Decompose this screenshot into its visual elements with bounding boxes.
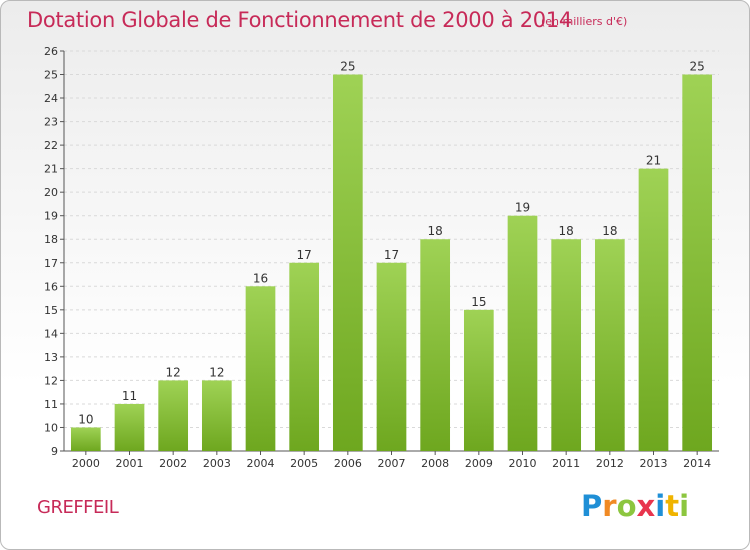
- bar-value-label: 16: [253, 271, 268, 285]
- y-tick-label: 18: [44, 233, 58, 246]
- logo-letter: o: [616, 489, 637, 523]
- bar: [114, 403, 145, 451]
- bar-value-label: 19: [515, 201, 530, 215]
- y-tick-label: 11: [44, 398, 58, 411]
- bar: [289, 262, 320, 451]
- y-tick-label: 16: [44, 280, 58, 293]
- x-tick-label: 2013: [640, 457, 668, 470]
- proxiti-logo: Proxiti: [581, 489, 689, 523]
- y-tick-label: 13: [44, 351, 58, 364]
- bar-value-label: 12: [166, 365, 181, 379]
- bar: [507, 215, 538, 451]
- x-tick-label: 2000: [72, 457, 100, 470]
- bar-value-label: 17: [297, 248, 312, 262]
- x-tick-label: 2005: [290, 457, 318, 470]
- bar: [594, 239, 625, 451]
- bar: [70, 427, 101, 451]
- y-tick-label: 20: [44, 186, 58, 199]
- x-tick-label: 2004: [247, 457, 275, 470]
- bar-value-label: 17: [384, 248, 399, 262]
- x-tick-label: 2012: [596, 457, 624, 470]
- y-tick-label: 24: [44, 92, 58, 105]
- logo-letter: i: [679, 489, 690, 523]
- bar: [332, 74, 363, 451]
- bar-value-label: 12: [209, 365, 224, 379]
- bar-value-label: 18: [428, 224, 443, 238]
- logo-letter: r: [602, 489, 617, 523]
- x-tick-label: 2007: [378, 457, 406, 470]
- logo-letter: t: [665, 489, 680, 523]
- y-tick-label: 12: [44, 374, 58, 387]
- bar-value-label: 25: [340, 60, 355, 74]
- x-tick-label: 2002: [159, 457, 187, 470]
- x-tick-label: 2014: [683, 457, 711, 470]
- x-tick-label: 2011: [552, 457, 580, 470]
- chart-title: Dotation Globale de Fonctionnement de 20…: [27, 8, 572, 32]
- x-tick-label: 2009: [465, 457, 493, 470]
- y-tick-label: 25: [44, 69, 58, 82]
- x-tick-label: 2010: [509, 457, 537, 470]
- bar: [376, 262, 407, 451]
- logo-letter: P: [581, 489, 603, 523]
- logo-letter: i: [655, 489, 666, 523]
- y-tick-label: 15: [44, 304, 58, 317]
- bar-value-label: 11: [122, 389, 137, 403]
- y-tick-label: 10: [44, 421, 58, 434]
- bar: [201, 380, 232, 451]
- x-tick-label: 2003: [203, 457, 231, 470]
- bar: [463, 309, 494, 451]
- bar-value-label: 25: [690, 60, 705, 74]
- x-tick-label: 2001: [116, 457, 144, 470]
- y-tick-label: 22: [44, 139, 58, 152]
- x-tick-label: 2006: [334, 457, 362, 470]
- y-tick-label: 9: [51, 445, 58, 458]
- bar: [638, 168, 669, 451]
- bar: [158, 380, 189, 451]
- chart-subtitle: (en milliers d'€): [541, 15, 628, 28]
- y-tick-label: 21: [44, 163, 58, 176]
- y-tick-label: 23: [44, 116, 58, 129]
- y-tick-label: 26: [44, 45, 58, 58]
- bar: [551, 239, 582, 451]
- commune-name: GREFFEIL: [37, 497, 119, 518]
- y-tick-label: 14: [44, 327, 58, 340]
- bar: [682, 74, 713, 451]
- bar-value-label: 15: [471, 295, 486, 309]
- bar-value-label: 18: [559, 224, 574, 238]
- y-tick-label: 19: [44, 210, 58, 223]
- bar: [420, 239, 451, 451]
- bar-value-label: 18: [602, 224, 617, 238]
- bar-value-label: 10: [78, 412, 93, 426]
- x-tick-label: 2008: [421, 457, 449, 470]
- y-tick-label: 17: [44, 257, 58, 270]
- logo-letter: x: [636, 489, 656, 523]
- bar-value-label: 21: [646, 154, 661, 168]
- bar: [245, 286, 276, 451]
